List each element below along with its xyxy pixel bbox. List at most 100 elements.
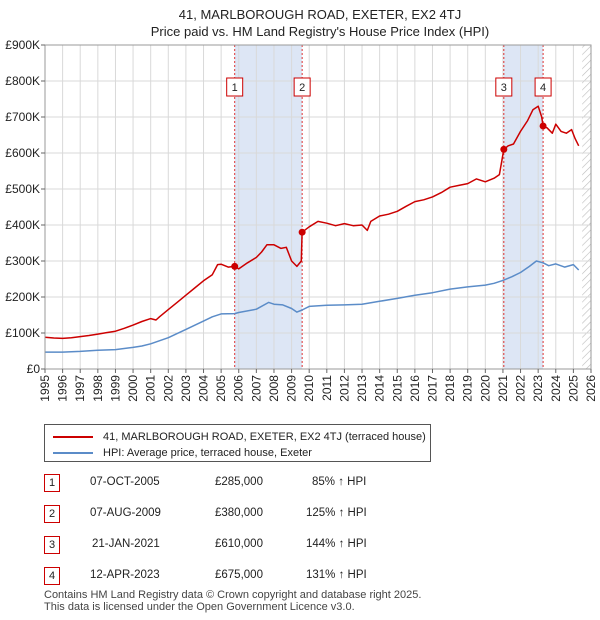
x-tick-label: 2004 xyxy=(197,375,211,402)
sale-hpi-change: 131% ↑ HPI xyxy=(306,569,367,581)
x-tick-label: 1996 xyxy=(56,375,70,402)
footer-line-2: This data is licensed under the Open Gov… xyxy=(44,601,355,613)
shaded-range xyxy=(234,45,303,369)
x-tick-label: 2012 xyxy=(337,375,351,402)
x-tick-label: 1998 xyxy=(91,375,105,402)
legend-item-hpi: HPI: Average price, terraced house, Exet… xyxy=(53,445,312,461)
x-tick-label: 2025 xyxy=(566,375,580,402)
sale-point xyxy=(539,122,547,130)
x-tick-label: 2019 xyxy=(461,375,475,402)
sale-number-badge: 4 xyxy=(44,567,60,585)
table-row: 3 21-JAN-2021 £610,000 144% ↑ HPI xyxy=(40,536,440,556)
sale-label-number: 1 xyxy=(232,82,238,94)
x-tick-label: 2020 xyxy=(478,375,492,402)
x-tick-label: 1997 xyxy=(73,375,87,402)
x-tick-label: 2022 xyxy=(514,375,528,402)
legend-swatch-property xyxy=(53,436,93,438)
legend-swatch-hpi xyxy=(53,452,93,454)
forecast-hatch xyxy=(582,45,591,369)
x-tick-label: 2014 xyxy=(373,375,387,402)
sale-label-box xyxy=(293,77,311,97)
sale-label-number: 4 xyxy=(540,82,546,94)
y-tick-label: £0 xyxy=(27,362,41,376)
table-row: 4 12-APR-2023 £675,000 131% ↑ HPI xyxy=(40,567,440,587)
sale-markers xyxy=(231,122,547,270)
x-tick-label: 2002 xyxy=(161,375,175,402)
sale-number-badge: 1 xyxy=(44,474,60,492)
sale-date: 12-APR-2023 xyxy=(90,569,160,581)
x-tick-label: 2008 xyxy=(267,375,281,402)
sale-price: £610,000 xyxy=(215,538,263,550)
y-tick-label: £900K xyxy=(5,38,40,52)
sale-price: £380,000 xyxy=(215,507,263,519)
sale-label-number: 3 xyxy=(501,82,507,94)
sale-price: £285,000 xyxy=(215,476,263,488)
footer-attribution: Contains HM Land Registry data © Crown c… xyxy=(44,589,421,613)
x-tick-label: 2018 xyxy=(443,375,457,402)
sale-label-box xyxy=(495,77,513,97)
x-tick-label: 2001 xyxy=(144,375,158,402)
x-tick-label: 2003 xyxy=(179,375,193,402)
hpi-line xyxy=(45,260,580,353)
shaded-range xyxy=(503,45,544,369)
shaded-periods xyxy=(45,45,591,369)
price-chart: 41, MARLBOROUGH ROAD, EXETER, EX2 4TJ Pr… xyxy=(5,7,598,402)
sale-date: 07-AUG-2009 xyxy=(90,507,161,519)
sale-hpi-change: 85% ↑ HPI xyxy=(312,476,367,488)
property-price-line xyxy=(44,105,580,340)
grid-lines xyxy=(44,44,592,370)
x-tick-label: 2011 xyxy=(320,375,334,401)
x-tick-label: 2021 xyxy=(496,375,510,402)
sale-guide-lines: 1 2 3 4 xyxy=(226,45,552,369)
y-tick-label: £200K xyxy=(5,290,40,304)
x-tick-label: 2015 xyxy=(390,375,404,402)
x-tick-label: 1999 xyxy=(108,375,122,402)
x-tick-label: 2007 xyxy=(249,375,263,402)
sale-date: 07-OCT-2005 xyxy=(90,476,160,488)
x-tick-label: 2005 xyxy=(214,375,228,402)
y-tick-label: £800K xyxy=(5,74,40,88)
y-tick-label: £700K xyxy=(5,110,40,124)
x-tick-label: 2017 xyxy=(425,375,439,402)
x-tick-label: 2013 xyxy=(355,375,369,402)
y-tick-label: £100K xyxy=(5,326,40,340)
legend: 41, MARLBOROUGH ROAD, EXETER, EX2 4TJ (t… xyxy=(44,424,431,462)
x-tick-label: 2016 xyxy=(408,375,422,402)
sale-price: £675,000 xyxy=(215,569,263,581)
legend-item-property: 41, MARLBOROUGH ROAD, EXETER, EX2 4TJ (t… xyxy=(53,429,426,445)
chart-title-line2: Price paid vs. HM Land Registry's House … xyxy=(151,24,489,39)
plot-frame xyxy=(44,44,592,370)
series-lines xyxy=(44,105,580,353)
x-tick-label: 2009 xyxy=(285,375,299,402)
table-row: 1 07-OCT-2005 £285,000 85% ↑ HPI xyxy=(40,474,440,494)
x-tick-label: 2023 xyxy=(531,375,545,402)
sale-label-box xyxy=(534,77,552,97)
x-tick-label: 2026 xyxy=(584,375,598,402)
sale-number-badge: 2 xyxy=(44,505,60,523)
axes: £0 £100K £200K £300K £400K £500K £600K £700K £80… xyxy=(5,38,598,402)
sale-point xyxy=(231,262,239,270)
y-tick-label: £400K xyxy=(5,218,40,232)
x-tick-label: 2024 xyxy=(549,375,563,402)
x-tick-label: 2010 xyxy=(302,375,316,402)
x-tick-label: 2000 xyxy=(126,375,140,402)
sale-point xyxy=(500,145,508,153)
sale-hpi-change: 125% ↑ HPI xyxy=(306,507,367,519)
y-tick-label: £600K xyxy=(5,146,40,160)
sale-point xyxy=(298,228,306,236)
sale-date: 21-JAN-2021 xyxy=(92,538,160,550)
legend-label-property: 41, MARLBOROUGH ROAD, EXETER, EX2 4TJ (t… xyxy=(103,431,426,443)
sale-label-number: 2 xyxy=(299,82,305,94)
legend-label-hpi: HPI: Average price, terraced house, Exet… xyxy=(103,447,312,459)
sale-number-badge: 3 xyxy=(44,536,60,554)
x-tick-label: 1995 xyxy=(38,375,52,402)
y-tick-label: £300K xyxy=(5,254,40,268)
sale-hpi-change: 144% ↑ HPI xyxy=(306,538,367,550)
sale-label-box xyxy=(226,77,244,97)
footer-line-1: Contains HM Land Registry data © Crown c… xyxy=(44,589,422,601)
chart-title-line1: 41, MARLBOROUGH ROAD, EXETER, EX2 4TJ xyxy=(179,7,461,22)
y-tick-label: £500K xyxy=(5,182,40,196)
table-row: 2 07-AUG-2009 £380,000 125% ↑ HPI xyxy=(40,505,440,525)
plot-area xyxy=(45,45,591,369)
x-tick-label: 2006 xyxy=(232,375,246,402)
